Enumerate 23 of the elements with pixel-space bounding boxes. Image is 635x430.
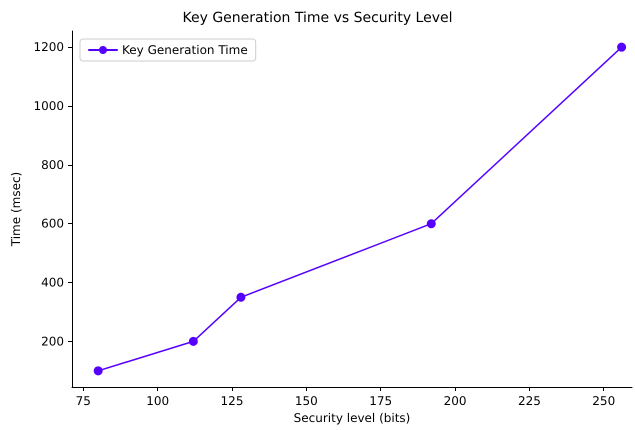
x-tick-label: 200: [444, 394, 466, 408]
y-tick-label: 1200: [33, 40, 64, 54]
x-axis-title: Security level (bits): [294, 410, 410, 425]
y-tick-label: 800: [41, 158, 64, 172]
x-tick-label: 225: [518, 394, 541, 408]
point: [188, 336, 198, 346]
x-tick-label: 150: [294, 394, 318, 408]
chart-title: Key Generation Time vs Security Level: [182, 10, 453, 26]
point: [617, 42, 626, 52]
y-tick-label: 1000: [33, 99, 64, 114]
x-tick-label: 250: [592, 394, 616, 408]
point: [426, 219, 436, 228]
x-tick-label: 75: [76, 394, 91, 408]
y-tick-label: 600: [41, 216, 64, 231]
y-axis-title: Time (msec): [9, 172, 23, 248]
y-tick-label: 400: [41, 276, 64, 290]
point: [94, 366, 103, 376]
x-tick-label: 100: [146, 394, 170, 408]
legend-label: Key Generation Time: [122, 43, 248, 57]
point: [236, 292, 246, 302]
y-tick-label: 200: [41, 334, 64, 348]
x-tick-label: 175: [369, 394, 392, 408]
x-tick-label: 125: [220, 394, 244, 408]
